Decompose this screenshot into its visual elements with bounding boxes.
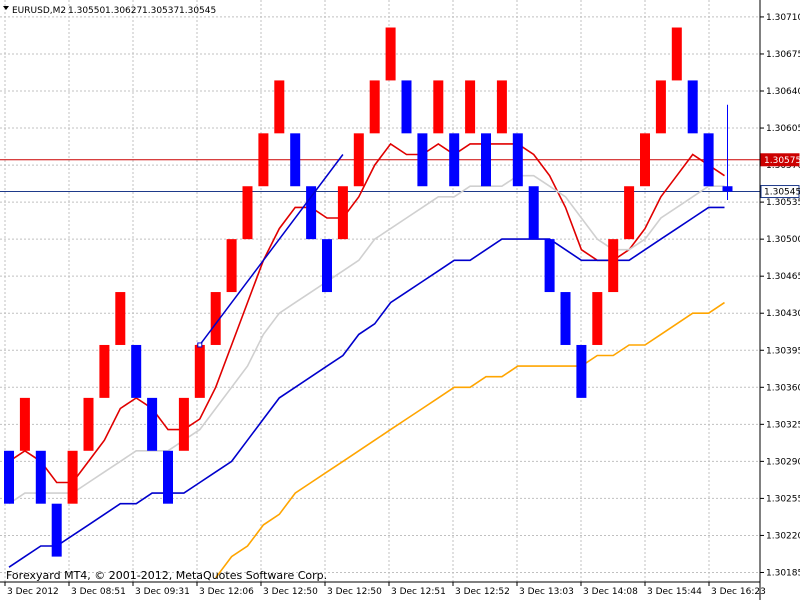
renko-brick [449,133,460,187]
renko-brick [592,292,603,345]
renko-brick [560,292,571,345]
ma-line [8,206,725,568]
symbol-label: EURUSD,M2 [12,6,66,16]
y-tick-label: 1.30710 [766,13,800,23]
renko-brick [210,292,221,345]
renko-brick [465,80,476,134]
y-tick-label: 1.30185 [766,568,800,578]
price-badge-label: 1.30575 [764,156,800,166]
renko-brick [83,397,94,451]
renko-brick [671,27,682,81]
chart-header: EURUSD,M2 1.30550 1.30627 1.30537 1.3054… [3,6,216,16]
renko-brick [4,450,14,504]
price-badge-label: 1.30545 [764,188,800,198]
renko-brick [417,133,428,187]
renko-brick [624,186,635,240]
price-badge [760,185,800,199]
renko-brick [401,80,412,134]
trend-anchor-handle[interactable] [197,342,203,348]
renko-brick [369,80,380,134]
renko-brick [512,133,523,187]
high-value: 1.30627 [105,6,142,16]
x-tick-label: 3 Dec 12:52 [455,587,510,597]
price-badges: 1.30575 1.30545 [760,153,800,199]
caret-down-icon [3,6,9,10]
grid [0,0,760,582]
x-axis-ticks: 3 Dec 2012 3 Dec 08:51 3 Dec 09:31 3 Dec 12… [4,582,766,597]
renko-brick [19,397,30,451]
renko-brick [147,397,158,451]
renko-bricks [4,27,733,557]
x-tick-label: 3 Dec 08:51 [71,587,126,597]
renko-brick [687,80,698,134]
renko-brick [242,186,253,240]
x-tick-label: 3 Dec 12:50 [263,587,318,597]
x-tick-label: 3 Dec 09:31 [135,587,190,597]
renko-brick [131,344,142,398]
renko-brick [576,344,587,398]
renko-brick [528,186,539,240]
renko-brick [290,133,301,187]
y-tick-label: 1.30640 [766,87,800,97]
renko-brick [385,27,396,81]
x-tick-label: 3 Dec 16:23 [711,587,766,597]
y-tick-label: 1.30465 [766,272,800,282]
x-tick-label: 3 Dec 12:51 [391,587,446,597]
renko-brick [67,450,78,504]
trend-line-segment [199,154,344,346]
renko-brick [544,239,555,293]
y-axis-ticks: 1.307101.306751.306401.306051.305701.305… [760,13,800,578]
x-tick-label: 3 Dec 13:03 [519,587,574,597]
x-tick-label: 3 Dec 2012 [7,587,59,597]
x-tick-label: 3 Dec 12:06 [199,587,254,597]
axes [0,0,761,600]
close-value: 1.30545 [179,6,216,16]
ma-line [8,174,725,505]
renko-brick [496,80,507,134]
renko-brick [640,133,650,187]
renko-brick [35,450,46,504]
y-tick-label: 1.30255 [766,494,800,504]
renko-brick [322,239,332,293]
renko-brick [163,450,173,504]
renko-brick [337,186,348,240]
y-tick-label: 1.30675 [766,50,800,60]
low-value: 1.30537 [142,6,179,16]
current-bar-body [722,186,733,192]
y-tick-label: 1.30605 [766,124,800,134]
renko-brick [99,344,110,398]
renko-brick [51,503,62,557]
y-tick-label: 1.30395 [766,346,800,356]
y-tick-label: 1.30290 [766,457,800,467]
ma-line [215,301,725,579]
renko-brick [353,133,364,187]
open-value: 1.30550 [68,6,105,16]
x-tick-label: 3 Dec 12:50 [327,587,382,597]
renko-brick [274,80,285,134]
x-tick-label: 3 Dec 15:44 [647,587,702,597]
renko-brick [178,397,189,451]
y-tick-label: 1.30535 [766,198,800,208]
x-tick-label: 3 Dec 14:08 [583,587,638,597]
trend-line[interactable] [197,154,344,348]
renko-brick [608,239,619,293]
renko-brick [703,133,714,187]
y-tick-label: 1.30220 [766,531,800,541]
renko-brick [258,133,269,187]
price-badge [760,153,800,167]
renko-brick [433,80,444,134]
copyright-text: Forexyard MT4, © 2001-2012, MetaQuotes S… [6,569,327,582]
y-tick-label: 1.30325 [766,420,800,430]
y-tick-label: 1.30500 [766,235,800,245]
renko-brick [655,80,666,134]
renko-brick [306,186,317,240]
renko-brick [226,239,237,293]
renko-brick [194,344,205,398]
y-tick-label: 1.30430 [766,309,800,319]
renko-brick [481,133,491,187]
moving-averages [8,142,725,579]
renko-brick [115,292,126,345]
y-tick-label: 1.30360 [766,383,800,393]
